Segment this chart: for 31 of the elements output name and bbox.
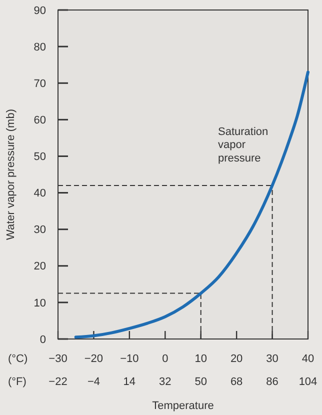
x-axis-title: Temperature [152,400,214,412]
x-tick-label: 30 [266,352,278,365]
x-tick-label: 40 [302,352,314,365]
x2-tick-label: 50 [194,376,207,388]
y-tick-label: 50 [34,151,46,164]
x2-tick-label: 32 [159,376,172,388]
text: (°F) [8,376,26,388]
x-tick-label: 20 [230,352,243,365]
x2-tick-label: 86 [266,376,278,388]
x-tick-label: −30 [48,352,68,365]
y-tick-label: 80 [34,41,46,54]
text: (°C) [8,352,28,365]
annotation: Saturation vapor pressure [218,126,268,164]
x-tick-label: −20 [84,352,104,365]
y-tick-label: 60 [34,114,46,127]
y-tick-label: 0 [40,334,46,346]
x-tick-label: 10 [194,352,207,365]
y-tick-label: 10 [34,297,46,310]
x-tick-label: −10 [120,352,139,365]
y-tick-label: 40 [34,188,46,200]
x2-tick-label: 14 [123,376,136,388]
x2-tick-label: 68 [230,376,243,388]
x-tick-label: 0 [162,352,168,365]
y-tick-label: 30 [34,224,46,236]
x2-tick-label: 104 [298,376,318,388]
y-tick-label: 70 [34,78,46,90]
y-tick-label: 20 [34,260,46,273]
y-axis-title: Water vapor pressure (mb) [5,108,17,240]
y-tick-label: 90 [34,4,46,17]
x2-tick-label: −22 [48,376,68,388]
x2-tick-label: −4 [87,376,100,388]
